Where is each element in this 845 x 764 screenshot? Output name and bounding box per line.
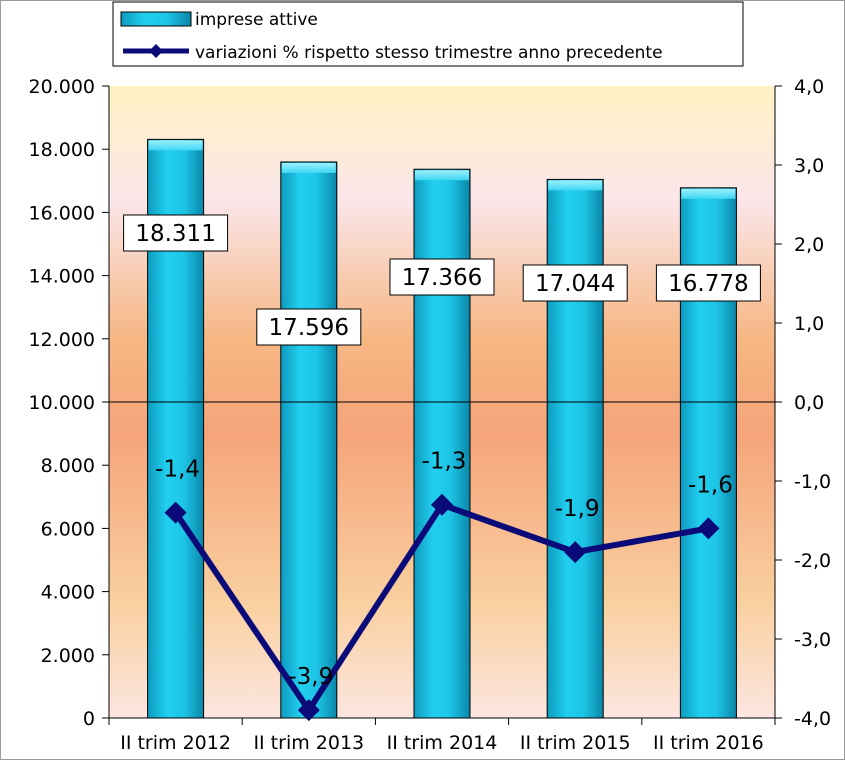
- y-right-tick-label: 2,0: [794, 234, 824, 256]
- bar-value-label: 18.311: [135, 221, 215, 247]
- legend-box: [112, 1, 744, 67]
- bar-value-label: 17.596: [269, 315, 349, 341]
- line-marker-3: [431, 493, 453, 516]
- line-value-label: -1,4: [155, 457, 200, 483]
- bar-value-box: [256, 308, 362, 346]
- y-left-tick-label: 20.000: [29, 76, 95, 98]
- line-marker-1: [164, 501, 187, 524]
- y-left-tick-label: 12.000: [29, 329, 95, 351]
- bar-value-label: 16.778: [668, 271, 748, 297]
- bar-value-box: [655, 264, 761, 302]
- y-left-tick-label: 10.000: [29, 392, 95, 414]
- bar-cap-1: [148, 140, 203, 151]
- x-tick-label: II trim 2015: [520, 732, 631, 754]
- y-right-tick-label: 0,0: [794, 392, 824, 414]
- bar-cap-5: [681, 188, 736, 199]
- bar-value-box: [389, 258, 495, 296]
- data-labels-layer: 18.311 17.596 17.366 17.044 16.778 -1,4 -3,9 -1…: [123, 214, 761, 690]
- y-left-tick-label: 8.000: [41, 455, 95, 477]
- y-left-tick-label: 16.000: [29, 202, 95, 224]
- bar-cap-2: [281, 162, 336, 173]
- bar-value-label: 17.366: [402, 265, 482, 291]
- line-value-label: -1,9: [555, 496, 600, 522]
- line-marker-2: [297, 699, 320, 722]
- bar-value-box: [123, 214, 229, 252]
- legend-line-marker: [149, 44, 163, 58]
- bar-cap-3: [415, 170, 469, 181]
- line-marker-4: [564, 541, 587, 564]
- bar-4: [546, 178, 604, 719]
- y-left-tick-label: 14.000: [29, 266, 95, 288]
- line-value-label: -3,9: [288, 664, 333, 690]
- bar-value-box: [522, 264, 628, 302]
- line-value-label: -1,6: [688, 472, 733, 498]
- y-right-tick-label: 1,0: [794, 313, 824, 335]
- bar-cap-4: [548, 180, 603, 191]
- y-right-tick-label: -2,0: [794, 550, 831, 572]
- x-tick-label: II trim 2016: [653, 732, 764, 754]
- legend-bar-swatch: [120, 11, 192, 27]
- y-left-tick-label: 6.000: [41, 518, 95, 540]
- y-left-tick-label: 18.000: [29, 139, 95, 161]
- bar-3: [413, 168, 471, 719]
- y-right-tick-label: -3,0: [794, 629, 831, 651]
- line-value-label: -1,3: [422, 449, 467, 475]
- y-left-tick-label: 4.000: [41, 582, 95, 604]
- x-tick-label: II trim 2012: [120, 732, 231, 754]
- legend-bar-label: imprese attive: [195, 10, 318, 30]
- legend: imprese attive variazioni % rispetto stes…: [112, 1, 744, 67]
- bar-value-label: 17.044: [535, 271, 615, 297]
- x-tick-label: II trim 2013: [253, 732, 364, 754]
- bar-2: [280, 161, 338, 719]
- line-layer: [164, 493, 720, 722]
- x-tick-label: II trim 2014: [387, 732, 498, 754]
- y-right-tick-label: -4,0: [794, 708, 831, 730]
- axes-layer: 0 2.000 4.000 6.000 8.000 10.000 12.000 14.000 1…: [29, 76, 832, 754]
- line-marker-5: [697, 517, 720, 540]
- y-left-tick-label: 2.000: [41, 645, 95, 667]
- y-right-tick-label: 4,0: [794, 76, 824, 98]
- y-right-tick-label: 3,0: [794, 155, 824, 177]
- legend-line-label: variazioni % rispetto stesso trimestre a…: [195, 43, 663, 63]
- y-left-tick-label: 0: [83, 708, 95, 730]
- y-right-tick-label: -1,0: [794, 471, 831, 493]
